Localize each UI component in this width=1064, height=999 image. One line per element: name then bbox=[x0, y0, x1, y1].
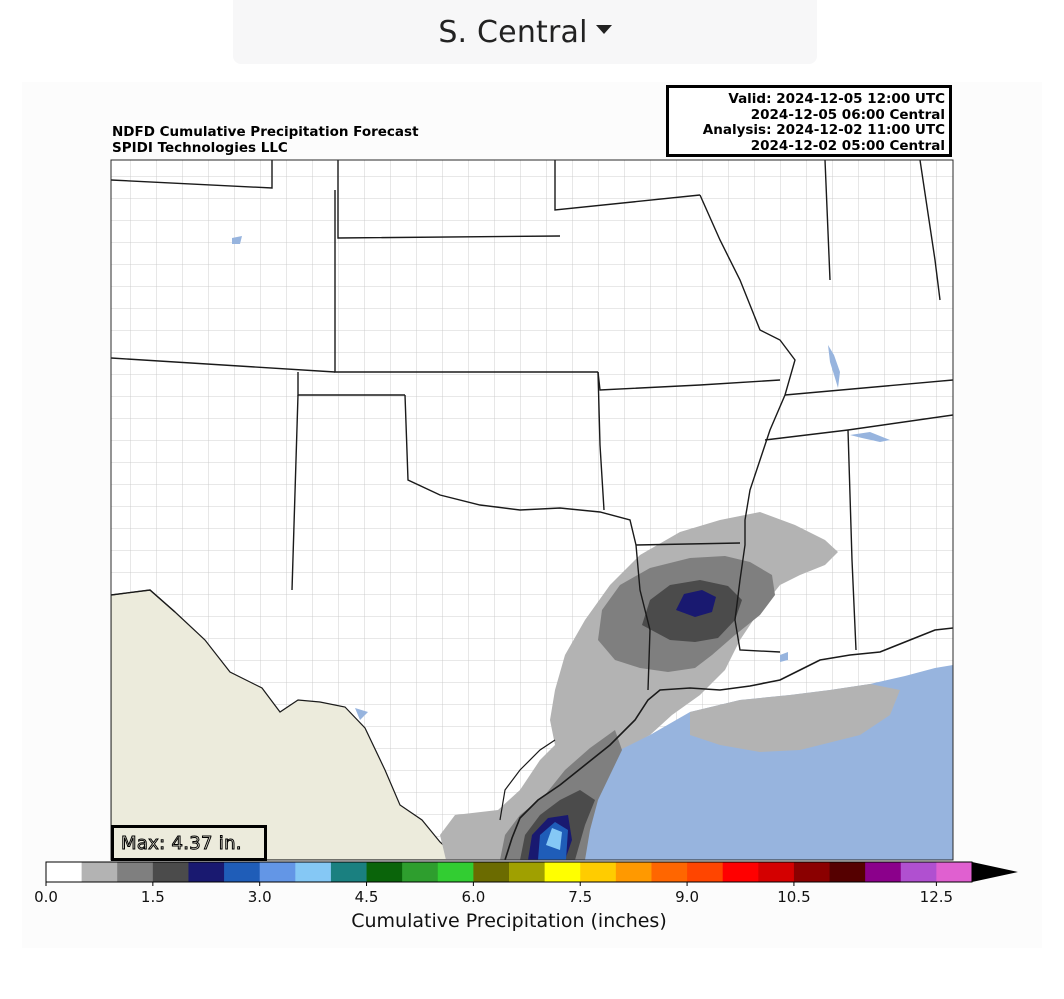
map-subtitle: SPIDI Technologies LLC bbox=[112, 140, 288, 156]
colorbar-swatch bbox=[330, 862, 367, 882]
colorbar-tick-label: 6.0 bbox=[461, 888, 486, 906]
colorbar-swatch bbox=[758, 862, 795, 882]
colorbar-swatch bbox=[936, 862, 973, 882]
colorbar-swatch bbox=[295, 862, 332, 882]
analysis-central-text: 2024-12-02 05:00 Central bbox=[750, 137, 945, 154]
lake bbox=[828, 345, 840, 388]
colorbar-tick-label: 0.0 bbox=[34, 888, 58, 906]
max-value-text: Max: 4.37 in. bbox=[121, 832, 243, 854]
region-dropdown-label: S. Central bbox=[438, 14, 588, 50]
colorbar-swatch bbox=[829, 862, 866, 882]
colorbar-swatch bbox=[651, 862, 688, 882]
colorbar-swatch bbox=[544, 862, 581, 882]
colorbar-swatch bbox=[865, 862, 902, 882]
colorbar-swatch bbox=[687, 862, 724, 882]
colorbar-swatch bbox=[793, 862, 830, 882]
colorbar-extend-arrow bbox=[972, 862, 1018, 882]
colorbar-swatch bbox=[722, 862, 759, 882]
precip-region-medium-south bbox=[500, 730, 622, 860]
lake bbox=[850, 432, 890, 442]
lake bbox=[232, 236, 242, 244]
colorbar-swatch bbox=[259, 862, 296, 882]
lake bbox=[355, 708, 368, 720]
valid-utc-text: Valid: 2024-12-05 12:00 UTC bbox=[728, 91, 945, 107]
colorbar-swatch bbox=[81, 862, 118, 882]
colorbar-tick-label: 4.5 bbox=[354, 888, 379, 906]
analysis-utc-text: Analysis: 2024-12-02 11:00 UTC bbox=[702, 122, 945, 138]
colorbar-swatch bbox=[580, 862, 617, 882]
colorbar-tick-label: 12.5 bbox=[919, 888, 954, 906]
region-dropdown[interactable]: S. Central bbox=[233, 0, 817, 64]
colorbar-label: Cumulative Precipitation (inches) bbox=[351, 910, 667, 932]
map-title: NDFD Cumulative Precipitation Forecast bbox=[112, 124, 419, 140]
colorbar-swatch bbox=[900, 862, 937, 882]
colorbar-tick-label: 3.0 bbox=[247, 888, 272, 906]
valid-time-box: Valid: 2024-12-05 12:00 UTC 2024-12-05 0… bbox=[666, 85, 952, 157]
colorbar-swatch bbox=[402, 862, 439, 882]
precip-region-navy bbox=[676, 590, 716, 617]
coastline bbox=[504, 627, 953, 860]
colorbar bbox=[45, 861, 1018, 886]
precip-region-coastal bbox=[690, 684, 900, 752]
colorbar-tick-label: 1.5 bbox=[140, 888, 165, 906]
colorbar-swatch bbox=[46, 862, 83, 882]
map-frame bbox=[110, 159, 954, 861]
colorbar-swatch bbox=[509, 862, 546, 882]
colorbar-swatch bbox=[117, 862, 154, 882]
max-value-box: Max: 4.37 in. bbox=[111, 825, 267, 861]
colorbar-swatch bbox=[152, 862, 189, 882]
colorbar-tick-label: 7.5 bbox=[568, 888, 593, 906]
coastline-inner bbox=[499, 739, 556, 821]
colorbar-swatch bbox=[224, 862, 261, 882]
colorbar-swatch bbox=[615, 862, 652, 882]
valid-central-text: 2024-12-05 06:00 Central bbox=[750, 106, 945, 123]
colorbar-swatch bbox=[473, 862, 510, 882]
caret-down-icon bbox=[595, 24, 612, 34]
colorbar-tick-label: 10.5 bbox=[777, 888, 811, 906]
colorbar-swatch bbox=[188, 862, 225, 882]
colorbar-swatch bbox=[366, 862, 403, 882]
lake bbox=[780, 652, 788, 662]
colorbar-tick-label: 9.0 bbox=[675, 888, 699, 906]
precip-region-lightblue bbox=[546, 828, 562, 850]
state-boundaries bbox=[111, 160, 953, 691]
colorbar-swatch bbox=[437, 862, 474, 882]
